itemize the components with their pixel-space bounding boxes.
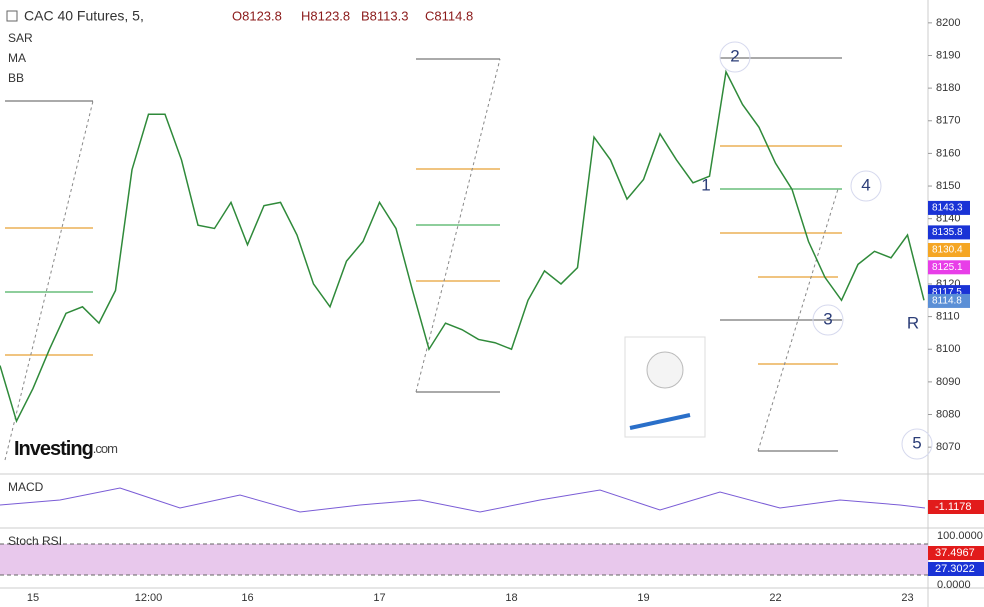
wave-circle — [850, 170, 882, 202]
macd-tag — [928, 500, 984, 514]
y-tick-label: 8100 — [936, 343, 960, 355]
price-tag-label: 8125.1 — [932, 262, 963, 273]
price-tag-label: 8130.4 — [932, 245, 963, 256]
y-tick-label: 8070 — [936, 441, 960, 453]
wave-label: R — [907, 313, 919, 332]
y-tick-label: 8190 — [936, 49, 960, 61]
macd-tag-label: -1.3813 — [935, 516, 972, 528]
macd-label[interactable]: MACD — [8, 480, 44, 494]
price-tag-label: 8135.8 — [932, 227, 963, 238]
wave-label: 4 — [861, 175, 870, 194]
stoch-tag — [928, 562, 984, 576]
x-tick-label: 22 — [769, 592, 781, 604]
y-tick-label: 8160 — [936, 147, 960, 159]
mascot-head — [646, 351, 684, 389]
y-tick-label: 8080 — [936, 408, 960, 420]
wave-circle — [719, 41, 751, 73]
x-tick-label: 16 — [241, 592, 253, 604]
x-tick-label: 17 — [373, 592, 385, 604]
stoch-tag-label: 27.3022 — [935, 563, 975, 575]
logo: Investing.com — [14, 438, 117, 460]
stoch-band — [0, 544, 928, 575]
stoch-tag-label: 37.4967 — [935, 547, 975, 559]
price-tag — [928, 293, 970, 308]
x-tick-label: 15 — [27, 592, 39, 604]
macd-tag-label: -1.1178 — [935, 501, 972, 513]
stoch-axis-label: 100.0000 — [937, 530, 983, 542]
ohlc-bid: B8113.3 — [361, 8, 408, 23]
price-tag — [928, 243, 970, 258]
y-tick-label: 8090 — [936, 376, 960, 388]
ohlc-close: C8114.8 — [425, 8, 473, 23]
price-tag — [928, 260, 970, 275]
x-tick-label: 23 — [901, 592, 913, 604]
ohlc-open: O8123.8 — [232, 8, 282, 23]
y-tick-label: 8110 — [936, 311, 960, 323]
logo-text: Investing — [14, 438, 93, 460]
x-tick-label: 12:00 — [135, 592, 163, 604]
wave-label: 3 — [823, 309, 832, 328]
y-tick-label: 8150 — [936, 180, 960, 192]
stoch-tag — [928, 546, 984, 560]
wave-circle — [812, 304, 844, 336]
price-tag-label: 8114.8 — [932, 296, 962, 307]
indicator-label[interactable]: SAR — [8, 31, 33, 45]
ohlc-high: H8123.8 — [301, 8, 350, 23]
y-tick-label: 8180 — [936, 82, 960, 94]
indicator-label[interactable]: BB — [8, 71, 24, 85]
price-tag-label: 8117.5 — [932, 287, 962, 298]
y-tick-label: 8170 — [936, 115, 960, 127]
price-tag — [928, 200, 970, 215]
x-tick-label: 18 — [505, 592, 517, 604]
price-tag-label: 8143.3 — [932, 203, 963, 214]
logo-suffix: .com — [93, 441, 117, 456]
price-tag — [928, 225, 970, 240]
wave-circle — [901, 428, 933, 460]
macd-line — [0, 487, 926, 513]
wave-label: 2 — [730, 46, 739, 65]
y-tick-label: 8200 — [936, 17, 960, 29]
wave-label: 1 — [701, 175, 710, 194]
mascot-ski — [629, 413, 691, 430]
stoch-axis-label: 0.0000 — [937, 579, 971, 591]
y-tick-label: 8140 — [936, 213, 960, 225]
wave-label: 5 — [912, 433, 921, 452]
collapse-icon[interactable] — [6, 10, 18, 22]
chart-title: CAC 40 Futures, 5, — [24, 8, 144, 24]
indicator-label[interactable]: MA — [8, 51, 26, 65]
fib-lines — [4, 57, 842, 461]
price-line — [0, 69, 925, 424]
stoch-label[interactable]: Stoch RSI — [8, 534, 62, 548]
x-tick-label: 19 — [637, 592, 649, 604]
